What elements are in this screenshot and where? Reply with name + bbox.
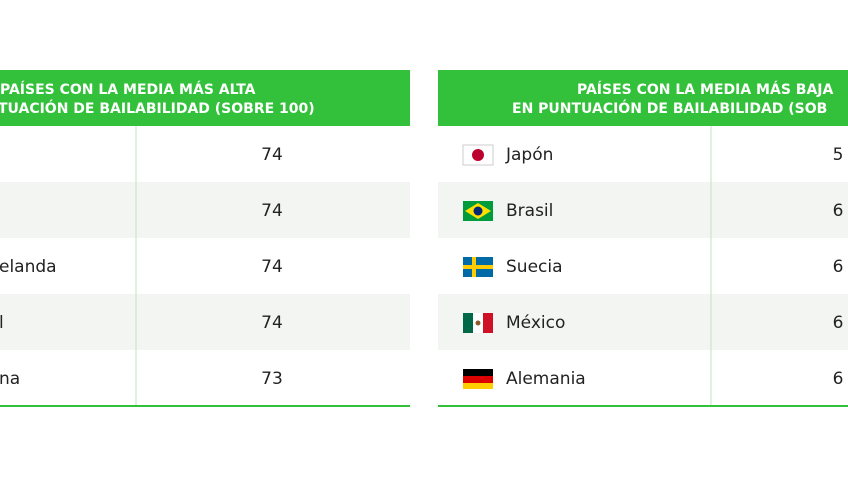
header-line: TUACIÓN DE BAILABILIDAD (SOBRE 100) (0, 99, 315, 117)
value: 74 (261, 313, 283, 333)
header-line: PAÍSES CON LA MEDIA MÁS BAJA (577, 81, 833, 98)
value: 74 (261, 145, 283, 165)
value: 6 (833, 313, 844, 333)
value: 74 (261, 201, 283, 221)
flag-brazil (463, 201, 493, 221)
country: Brasil (506, 201, 553, 221)
flag-japan (462, 144, 494, 166)
value: 6 (833, 369, 844, 389)
flag-germany (463, 369, 493, 389)
header-line: PAÍSES CON LA MEDIA MÁS ALTA (0, 81, 256, 98)
country: elanda (0, 257, 57, 277)
header-bg (0, 70, 410, 126)
row-bg (438, 182, 848, 238)
country: Alemania (506, 369, 586, 389)
country: l (0, 313, 4, 333)
country: Suecia (506, 257, 563, 277)
row-bg (0, 182, 410, 238)
value: 5 (833, 145, 844, 165)
header-line: EN PUNTUACIÓN DE BAILABILIDAD (SOB (512, 99, 827, 117)
country: Japón (505, 145, 553, 165)
header-bg (438, 70, 848, 126)
row-bg (0, 294, 410, 350)
value: 6 (833, 201, 844, 221)
country: na (0, 369, 20, 389)
flag-mexico (463, 313, 493, 333)
value: 73 (261, 369, 283, 389)
row-bg (438, 294, 848, 350)
value: 74 (261, 257, 283, 277)
country: México (506, 313, 565, 333)
flag-sweden (463, 257, 493, 277)
value: 6 (833, 257, 844, 277)
